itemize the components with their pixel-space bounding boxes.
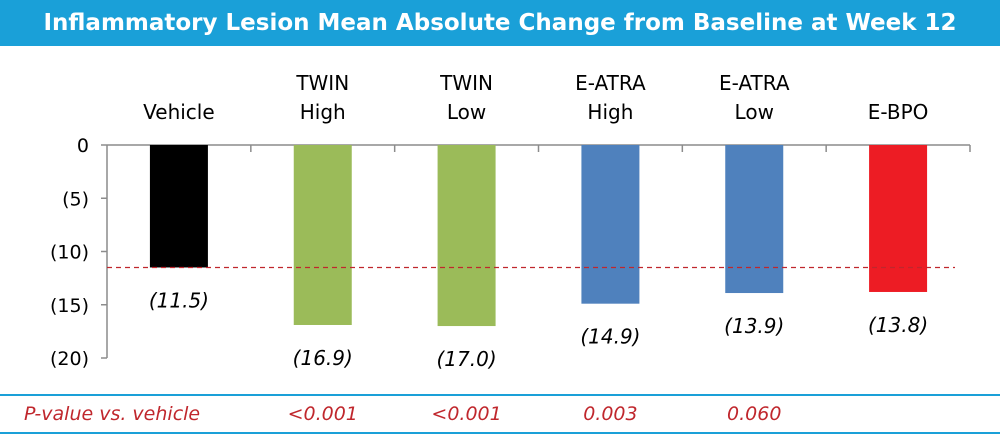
bar-chart: 0 (5) (10) (15) (20) Vehicle TWIN High TWIN Low E-…: [50, 71, 971, 371]
bar: [149, 145, 208, 268]
pvalue-cell: 0.060: [727, 403, 782, 425]
data-label: (16.9): [293, 346, 353, 370]
data-label: (14.9): [580, 325, 640, 349]
category-label: Vehicle: [143, 100, 215, 124]
pvalue-cell: 0.003: [583, 403, 638, 425]
data-label: (13.8): [868, 313, 928, 337]
data-label: (17.0): [437, 347, 497, 371]
y-tick-label: (15): [50, 295, 89, 317]
y-tick-label: (5): [62, 188, 89, 210]
bar: [437, 145, 496, 327]
category-label: High: [587, 100, 633, 124]
bar: [725, 145, 784, 294]
pvalue-cell: <0.001: [431, 403, 502, 425]
y-tick-label: 0: [77, 135, 89, 157]
category-label: Low: [735, 100, 774, 124]
pvalue-row-bottom-border: [0, 432, 1000, 434]
category-label: E-ATRA: [719, 71, 790, 95]
category-label: High: [300, 100, 346, 124]
y-tick-label: (10): [50, 242, 89, 264]
data-label: (13.9): [724, 314, 784, 338]
pvalue-row-top-border: [0, 394, 1000, 396]
category-label: TWIN: [295, 71, 349, 95]
data-label: (11.5): [149, 288, 209, 312]
category-label: TWIN: [439, 71, 493, 95]
pvalue-cell: <0.001: [287, 403, 358, 425]
y-tick-label: (20): [50, 348, 89, 370]
bar: [293, 145, 352, 325]
category-label: E-BPO: [868, 100, 929, 124]
bar: [869, 145, 928, 292]
pvalue-row-label: P-value vs. vehicle: [24, 403, 201, 425]
bar: [581, 145, 640, 304]
category-label: E-ATRA: [575, 71, 646, 95]
chart-title: Inflammatory Lesion Mean Absolute Change…: [0, 0, 1000, 46]
category-label: Low: [447, 100, 486, 124]
